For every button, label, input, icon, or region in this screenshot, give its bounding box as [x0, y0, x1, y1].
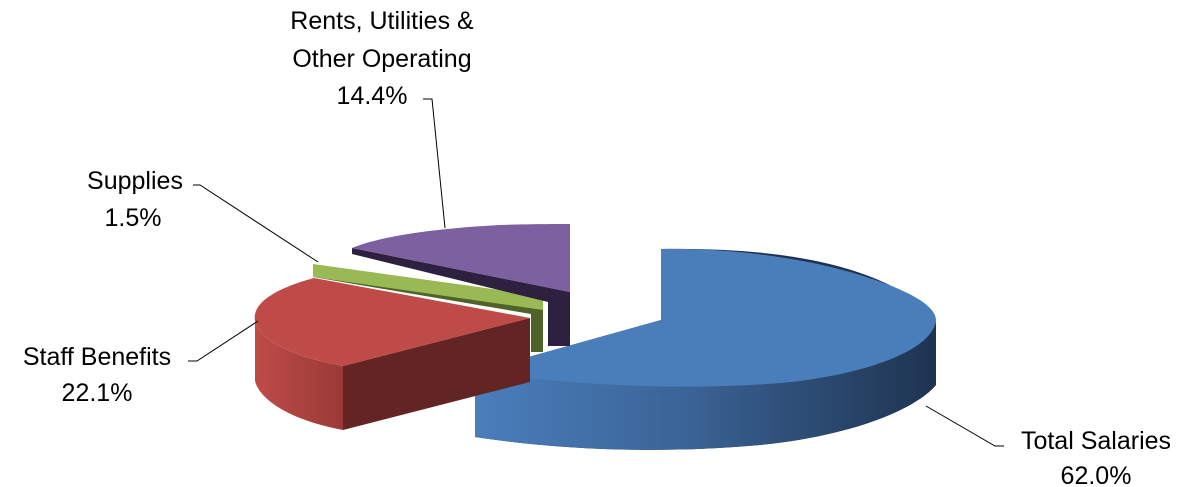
- data-label-benefits-name: Staff Benefits: [23, 343, 171, 371]
- slice-total-salaries: [475, 248, 937, 450]
- data-label-benefits-value: 22.1%: [62, 379, 133, 407]
- leader-line-salaries: [925, 405, 1004, 447]
- data-label-rents-line2: Other Operating: [292, 45, 471, 73]
- slice-staff-benefits: [254, 278, 531, 430]
- leader-line-rents: [423, 98, 446, 229]
- data-label-salaries-name: Total Salaries: [1021, 427, 1171, 455]
- data-label-supplies-name: Supplies: [87, 167, 183, 195]
- slice-supplies: [313, 264, 543, 352]
- data-label-salaries-value: 62.0%: [1061, 462, 1132, 487]
- data-label-rents-line1: Rents, Utilities &: [290, 7, 474, 35]
- data-label-supplies-value: 1.5%: [105, 204, 162, 232]
- slice-rents-utilities: [352, 224, 570, 346]
- data-label-rents-value: 14.4%: [337, 82, 408, 110]
- leader-line-supplies: [193, 184, 319, 263]
- leader-line-benefits: [188, 320, 259, 362]
